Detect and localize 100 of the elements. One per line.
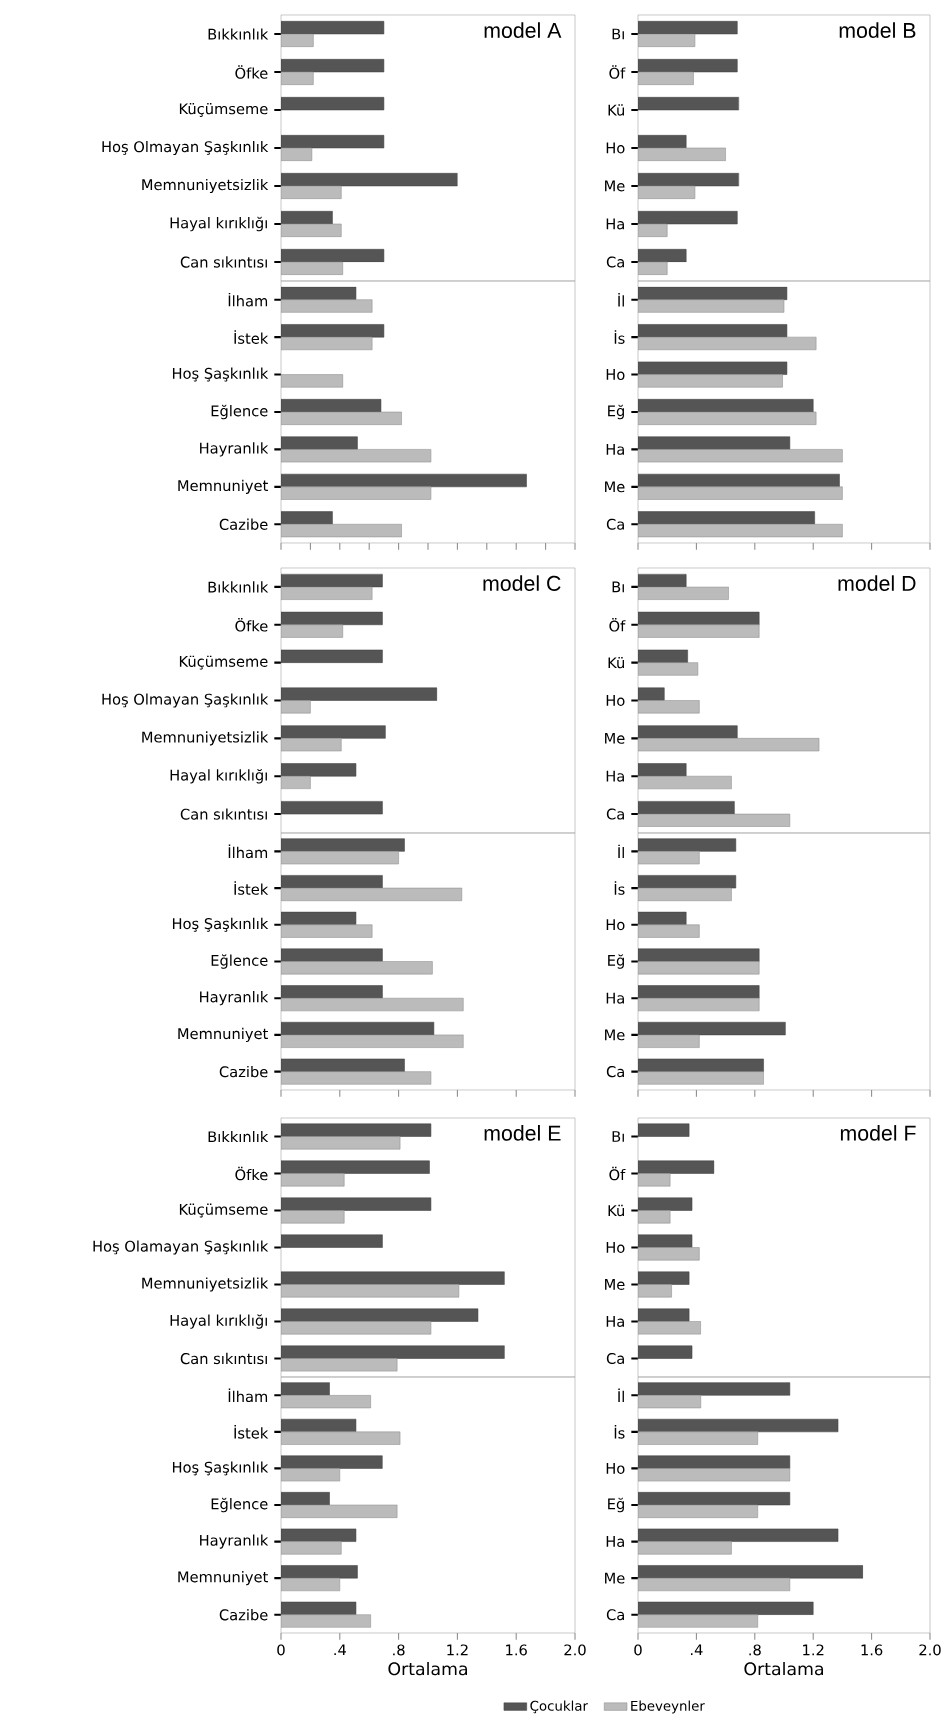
bar (281, 725, 386, 739)
y-tick-label: Hayal kırıklığı (170, 1314, 267, 1329)
bar (638, 1345, 693, 1359)
bar (638, 838, 737, 852)
bar (281, 1123, 432, 1137)
bar (281, 763, 357, 777)
y-tick-label: Can sıkıntısı (180, 808, 267, 820)
bar (638, 1071, 764, 1085)
bar (281, 1058, 405, 1072)
y-tick-label: Me (605, 1029, 625, 1041)
y-tick-label: Bı (612, 1131, 624, 1142)
bar (638, 1271, 690, 1285)
y-tick-label: Öf (609, 65, 626, 79)
y-tick-label: İs (614, 330, 625, 344)
y-tick-label: İstek (234, 881, 269, 895)
y-tick-label: Me (605, 1572, 625, 1584)
bar (281, 135, 385, 149)
bar (638, 1614, 758, 1628)
bar (638, 286, 788, 300)
y-tick-label: Bıkkınlık (208, 28, 269, 40)
y-tick-label: Ho (606, 1242, 625, 1253)
bar (638, 1123, 690, 1137)
bar (638, 1321, 702, 1335)
legend-label: Ebeveynler (631, 1700, 705, 1714)
bar (281, 1455, 383, 1469)
y-tick-label: Me (605, 481, 625, 493)
y-tick-label: Hoş Olmayan Şaşkınlık (102, 140, 269, 156)
bar (638, 511, 815, 525)
bar (281, 624, 344, 638)
y-tick-label: Hoş Olmayan Şaşkınlık (102, 693, 269, 708)
y-tick-label: Me (605, 180, 625, 192)
y-tick-label: Ho (606, 142, 625, 154)
y-tick-label: Ca (606, 1352, 624, 1365)
y-tick-label: Can sıkıntısı (180, 256, 267, 268)
bar (281, 700, 311, 714)
chart-title: model A (484, 22, 562, 38)
y-tick-label: Öfke (235, 65, 268, 79)
chart-title: model F (840, 1125, 916, 1141)
y-tick-label: Hayal kırıklığı (170, 768, 267, 784)
y-tick-label: Hayranlık (200, 442, 269, 457)
bar (638, 336, 817, 351)
y-tick-label: Ca (606, 518, 624, 530)
y-tick-label: Ha (606, 1536, 624, 1548)
bar (638, 374, 783, 388)
y-tick-label: Bı (612, 581, 624, 593)
y-tick-label: İs (614, 881, 625, 895)
bar (638, 1382, 791, 1396)
bar (281, 961, 433, 975)
chart-title: model E (484, 1125, 561, 1141)
bar (281, 261, 344, 275)
bar (281, 1358, 398, 1372)
x-tick-label: 0 (277, 1644, 285, 1656)
y-tick-label: Ha (606, 992, 624, 1004)
bar (281, 1210, 345, 1224)
x-axis-title: Ortalama (744, 1661, 823, 1676)
bar (281, 838, 405, 852)
bar (638, 223, 668, 237)
bar (638, 399, 814, 413)
y-tick-label: Öfke (235, 1166, 268, 1181)
bar (638, 299, 785, 313)
y-tick-label: Hoş Olamayan Şaşkınlık (93, 1240, 269, 1255)
y-tick-label: Hoş Şaşkınlık (172, 367, 269, 382)
y-tick-label: Ha (606, 770, 624, 782)
y-tick-label: Öf (609, 1166, 626, 1181)
bar (638, 486, 843, 500)
bar (281, 1160, 430, 1174)
bar (281, 249, 385, 263)
bar (638, 361, 788, 375)
bar (281, 1234, 383, 1248)
y-tick-label: Bı (612, 28, 624, 40)
bar (638, 1160, 715, 1174)
y-tick-label: İlham (228, 1388, 268, 1403)
y-tick-label: İl (618, 293, 624, 307)
y-tick-label: Küçümseme (179, 655, 268, 670)
y-tick-label: Ha (606, 1316, 624, 1327)
bar (638, 1455, 791, 1469)
bar (281, 436, 358, 450)
bar (281, 299, 373, 313)
bar (281, 473, 527, 488)
bar (281, 97, 385, 111)
bar (638, 725, 738, 739)
x-tick-label: .4 (334, 1644, 346, 1656)
x-tick-label: 1.6 (861, 1644, 883, 1656)
bar (281, 911, 357, 926)
x-tick-label: .8 (749, 1644, 761, 1656)
bar (638, 261, 668, 275)
bar (281, 185, 342, 199)
bar (638, 1541, 732, 1555)
y-tick-label: Can sıkıntısı (180, 1352, 267, 1365)
bar (281, 687, 438, 701)
bar (638, 1247, 700, 1261)
bar (281, 147, 313, 161)
bar (281, 374, 344, 388)
y-tick-label: İl (618, 844, 624, 859)
bar (638, 763, 687, 777)
bar (281, 924, 373, 938)
bar (281, 948, 383, 962)
bar (281, 1614, 371, 1628)
y-tick-label: Bıkkınlık (208, 581, 269, 593)
bar (281, 1173, 345, 1187)
